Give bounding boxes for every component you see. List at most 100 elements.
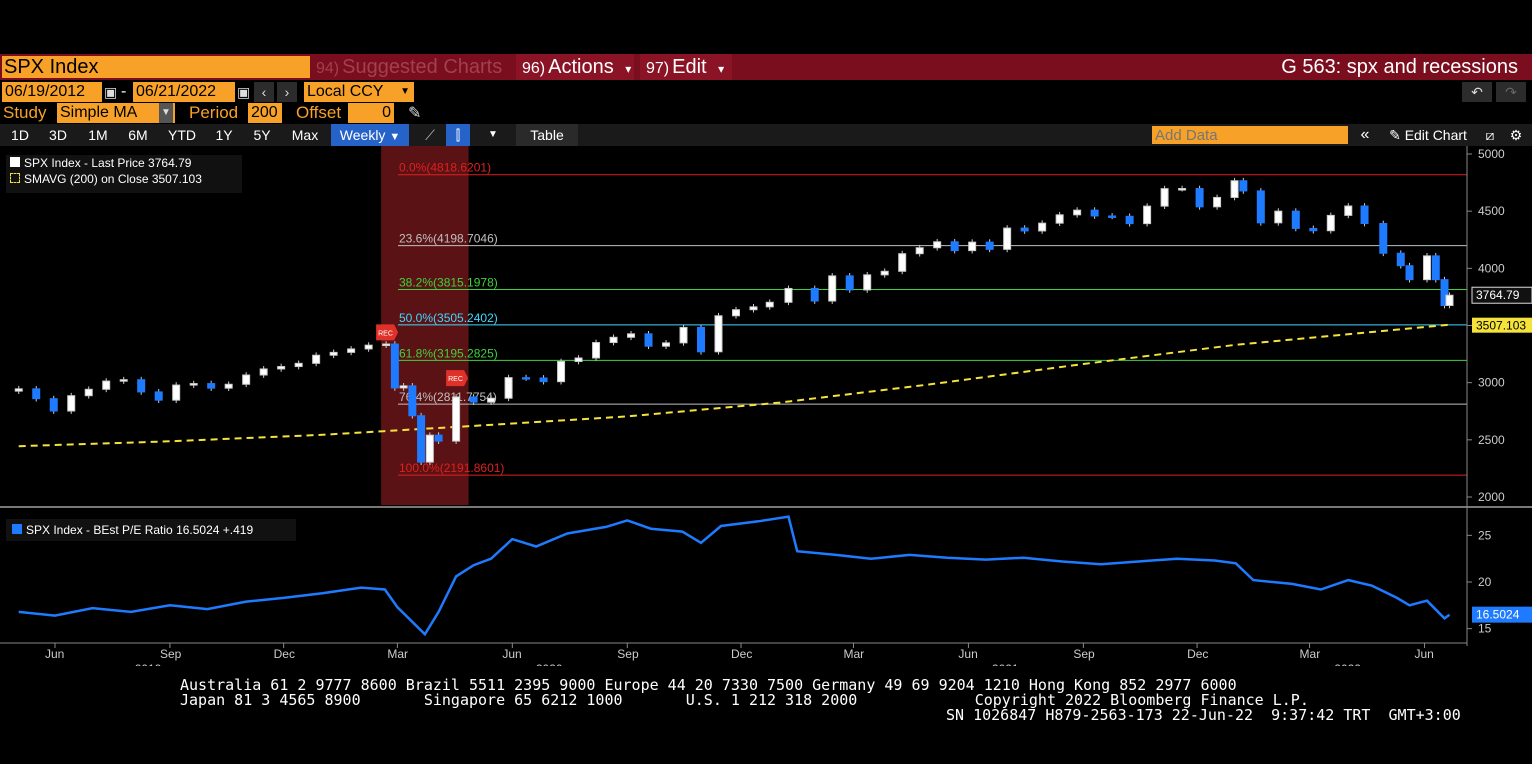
footer-contacts-line2: Japan 81 3 4565 8900 Singapore 65 6212 1… xyxy=(180,691,1309,709)
candle-up xyxy=(898,253,907,272)
menu-label: Actions xyxy=(548,56,614,78)
range-5y-button[interactable]: 5Y xyxy=(253,127,271,143)
x-tick-label: Jun xyxy=(502,647,521,661)
candle-up xyxy=(382,343,391,347)
fib-level-label: 23.6%(4198.7046) xyxy=(399,232,498,246)
candle-up xyxy=(277,366,286,370)
range-6m-button[interactable]: 6M xyxy=(128,127,148,143)
candle-up xyxy=(259,368,268,376)
caret-down-icon: ▾ xyxy=(625,62,632,76)
range-3d-button[interactable]: 3D xyxy=(49,127,67,143)
x-tick-label: Dec xyxy=(731,647,752,661)
edit-layout-icon[interactable]: ⧄ xyxy=(1485,127,1495,143)
menu-actions[interactable]: 96) Actions ▾ xyxy=(516,54,634,80)
line-chart-icon[interactable]: ⟋ xyxy=(425,127,435,143)
candle-up xyxy=(731,309,740,317)
candle-up xyxy=(425,434,434,463)
footer-contacts-line1: Australia 61 2 9777 8600 Brazil 5511 239… xyxy=(180,676,1237,694)
pe-last-tag xyxy=(1472,606,1532,623)
candle-up xyxy=(487,397,496,403)
range-max-button[interactable]: Max xyxy=(291,127,319,143)
frequency-select[interactable]: Weekly ▼ xyxy=(331,124,409,146)
candle-down xyxy=(1309,227,1318,232)
gear-icon[interactable]: ⚙ xyxy=(1509,127,1523,143)
candle-down xyxy=(1431,255,1440,281)
candle-up xyxy=(933,241,942,249)
frequency-value: Weekly xyxy=(339,127,386,143)
candle-up xyxy=(452,396,461,442)
recession-marker-label: REC xyxy=(448,376,463,383)
candle-down xyxy=(408,385,417,417)
previous-period-button[interactable]: ‹ xyxy=(254,82,274,102)
table-button[interactable]: Table xyxy=(516,124,578,146)
candle-down xyxy=(417,415,426,463)
candle-up xyxy=(557,361,566,383)
main-legend: SPX Index - Last Price 3764.79 SMAVG (20… xyxy=(6,155,242,193)
candle-down xyxy=(1256,190,1265,224)
candle-up xyxy=(329,351,338,356)
candle-up xyxy=(592,342,601,359)
caret-down-icon: ▼ xyxy=(400,86,410,97)
end-date-field[interactable]: 06/21/2022 xyxy=(133,82,235,102)
candle-up xyxy=(312,354,321,364)
security-ticker-field[interactable]: SPX Index xyxy=(2,56,310,78)
undo-icon[interactable]: ↶ xyxy=(1462,82,1492,102)
candle-down xyxy=(1125,215,1134,225)
candle-up xyxy=(1003,227,1012,250)
legend-sma-text: SMAVG (200) on Close 3507.103 xyxy=(24,172,202,186)
candle-up xyxy=(828,275,837,302)
last-price-label: 3764.79 xyxy=(1476,288,1520,302)
edit-chart-button[interactable]: ✎ Edit Chart xyxy=(1380,124,1476,146)
candle-up xyxy=(609,336,618,344)
x-tick-label: Jun xyxy=(958,647,977,661)
calendar-icon[interactable]: ▣ xyxy=(237,84,251,100)
chart-type-caret-icon[interactable]: ▼ xyxy=(488,129,498,140)
candle-down xyxy=(49,398,58,412)
candlestick-chart-icon[interactable]: ⫿ xyxy=(446,124,470,146)
sub-legend: SPX Index - BEst P/E Ratio 16.5024 +.419 xyxy=(6,519,296,541)
currency-select[interactable]: Local CCY ▼ xyxy=(304,82,414,102)
candle-up xyxy=(765,301,774,308)
fib-level-label: 0.0%(4818.6201) xyxy=(399,161,491,175)
pe-last-label: 16.5024 xyxy=(1476,608,1520,622)
add-data-input[interactable] xyxy=(1152,126,1348,144)
recession-marker xyxy=(446,370,469,387)
menu-number: 96) xyxy=(522,60,546,77)
calendar-icon[interactable]: ▣ xyxy=(104,84,118,100)
candle-down xyxy=(1020,227,1029,232)
range-1y-button[interactable]: 1Y xyxy=(215,127,233,143)
candle-up xyxy=(14,388,23,392)
collapse-icon[interactable]: « xyxy=(1360,126,1370,143)
period-input[interactable]: 200 xyxy=(248,103,282,123)
range-1m-button[interactable]: 1M xyxy=(88,127,108,143)
study-select[interactable]: Simple MA ▼ xyxy=(57,103,175,123)
x-tick-label: Jun xyxy=(1415,647,1434,661)
y-tick-label: 25 xyxy=(1478,528,1492,542)
candle-up xyxy=(1055,214,1064,224)
range-ytd-button[interactable]: YTD xyxy=(168,127,196,143)
menu-suggested-charts[interactable]: 94) Suggested Charts xyxy=(316,54,512,80)
candle-down xyxy=(1396,252,1405,267)
offset-input[interactable]: 0 xyxy=(348,103,394,123)
candle-up xyxy=(662,342,671,347)
range-1d-button[interactable]: 1D xyxy=(11,127,29,143)
candle-down xyxy=(469,396,478,403)
recession-marker xyxy=(376,324,399,341)
candle-down xyxy=(390,343,399,389)
fib-level-label: 100.0%(2191.8601) xyxy=(399,461,504,475)
pencil-icon[interactable]: ✎ xyxy=(408,105,422,122)
fib-level-label: 50.0%(3505.2402) xyxy=(399,311,498,325)
start-date-field[interactable]: 06/19/2012 xyxy=(2,82,102,102)
redo-icon[interactable]: ↷ xyxy=(1496,82,1526,102)
menu-label: Suggested Charts xyxy=(342,56,503,78)
x-tick-label: Sep xyxy=(617,647,639,661)
legend-price-text: SPX Index - Last Price 3764.79 xyxy=(24,156,192,170)
legend-entry-price: SPX Index - Last Price 3764.79 xyxy=(6,155,242,171)
candle-down xyxy=(434,434,443,442)
candle-down xyxy=(1239,180,1248,192)
candle-up xyxy=(1178,188,1187,191)
next-period-button[interactable]: › xyxy=(277,82,297,102)
candle-down xyxy=(1440,279,1449,306)
menu-edit[interactable]: 97) Edit ▾ xyxy=(640,54,732,80)
candle-up xyxy=(347,348,356,353)
